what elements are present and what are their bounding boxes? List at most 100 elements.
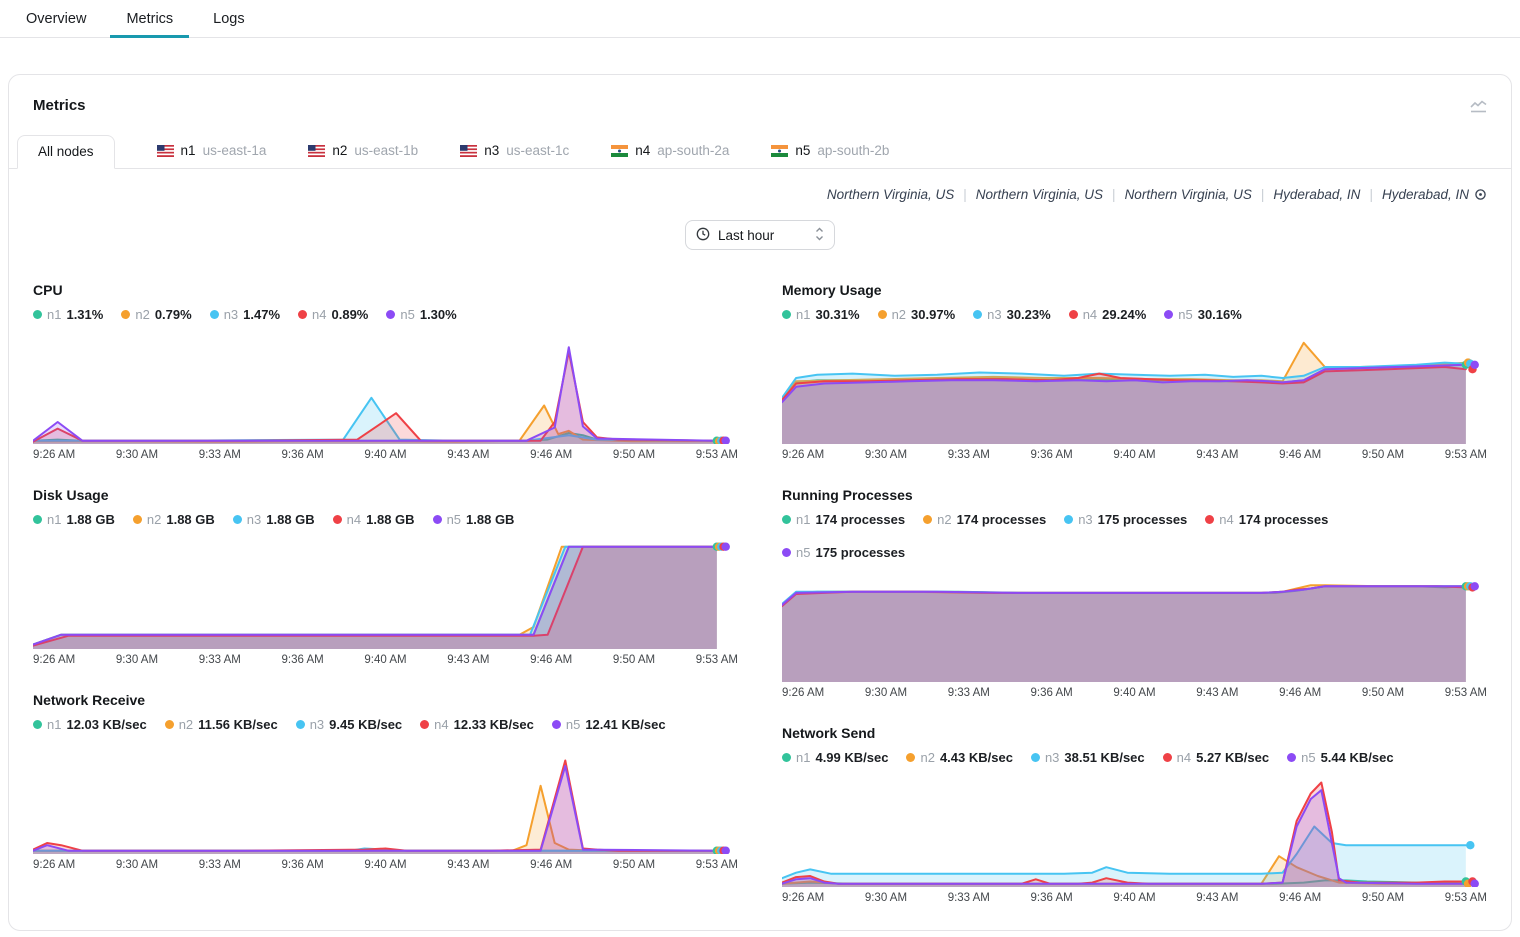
x-tick-label: 9:40 AM <box>364 654 407 666</box>
chart-memory-usage: Memory Usage n1 30.31% n2 30.97% n3 30.23% n4 2… <box>782 282 1487 461</box>
us-flag-icon <box>308 144 326 157</box>
legend-value: 11.56 KB/sec <box>198 717 278 732</box>
area-chart-icon <box>1470 99 1487 119</box>
legend-value: 30.16% <box>1197 307 1242 322</box>
legend-node-label: n3 <box>1078 512 1093 527</box>
time-range-select[interactable]: Last hour <box>685 220 835 250</box>
legend-item: n1 1.31% <box>33 307 103 322</box>
x-tick-label: 9:46 AM <box>530 449 573 461</box>
legend-value: 1.31% <box>66 307 104 322</box>
chart-legend: n1 174 processes n2 174 processes n3 175 proc… <box>782 512 1487 560</box>
tab-node-n3[interactable]: n3 us-east-1c <box>460 135 569 168</box>
legend-item: n2 174 processes <box>923 512 1046 527</box>
x-tick-label: 9:46 AM <box>1279 687 1322 699</box>
legend-value: 175 processes <box>1097 512 1188 527</box>
legend-dot <box>386 310 396 319</box>
legend-item: n3 1.47% <box>209 307 280 322</box>
tab-all-nodes[interactable]: All nodes <box>17 135 115 169</box>
x-tick-label: 9:30 AM <box>115 859 159 871</box>
tab-node-n2[interactable]: n2 us-east-1b <box>308 135 418 168</box>
location-separator: | <box>1112 187 1116 202</box>
legend-value: 30.97% <box>911 307 956 322</box>
charts-left-column: CPU n1 1.31% n2 0.79% n3 1.47% n4 0.89% n5 1.30% … <box>33 256 738 904</box>
node-name: n5 <box>795 143 811 158</box>
x-tick-label: 9:30 AM <box>864 687 908 699</box>
legend-node-label: n1 <box>796 512 811 527</box>
chart-legend: n1 1.88 GB n2 1.88 GB n3 1.88 GB n4 1.88 GB n5 1.… <box>33 512 738 527</box>
x-tick-label: 9:26 AM <box>33 449 76 461</box>
legend-node-label: n2 <box>891 307 907 322</box>
location-label: Hyderabad, IN <box>1273 187 1361 202</box>
x-tick-label: 9:40 AM <box>1113 449 1156 461</box>
x-tick-label: 9:43 AM <box>1196 687 1239 699</box>
time-range-value: Last hour <box>718 227 775 243</box>
x-tick-label: 9:30 AM <box>864 892 908 904</box>
x-tick-label: 9:53 AM <box>1444 687 1487 699</box>
x-tick-label: 9:43 AM <box>447 859 490 871</box>
legend-item: n5 175 processes <box>782 545 905 560</box>
charts-right-column: Memory Usage n1 30.31% n2 30.97% n3 30.23% n4 2… <box>782 256 1487 904</box>
legend-dot <box>33 515 42 524</box>
legend-value: 1.88 GB <box>366 512 415 527</box>
chart-plot <box>782 334 1487 444</box>
x-axis: 9:26 AM 9:30 AM 9:33 AM 9:36 AM 9:40 AM 9:43 … <box>33 859 738 871</box>
legend-dot <box>298 310 308 319</box>
location-label: Northern Virginia, US <box>975 187 1104 202</box>
tab-logs[interactable]: Logs <box>213 11 245 27</box>
legend-item: n3 30.23% <box>973 307 1051 322</box>
legend-dot <box>877 310 887 319</box>
card-title: Metrics <box>33 97 86 114</box>
legend-dot <box>33 310 42 319</box>
tab-node-n4[interactable]: n4 ap-south-2a <box>611 135 729 168</box>
charts-grid: CPU n1 1.31% n2 0.79% n3 1.47% n4 0.89% n5 1.30% … <box>9 250 1511 904</box>
legend-node-label: n4 <box>434 717 449 732</box>
legend-node-label: n2 <box>920 750 935 765</box>
x-tick-label: 9:43 AM <box>1196 449 1239 461</box>
legend-node-label: n1 <box>47 512 62 527</box>
legend-item: n1 174 processes <box>782 512 905 527</box>
legend-node-label: n3 <box>309 717 325 732</box>
legend-node-label: n3 <box>987 307 1002 322</box>
legend-dot <box>782 515 791 524</box>
chart-title: CPU <box>33 282 63 298</box>
legend-dot <box>551 720 561 729</box>
legend-item: n1 1.88 GB <box>33 512 115 527</box>
legend-node-label: n5 <box>400 307 415 322</box>
location-separator: | <box>1260 187 1265 202</box>
chart-cpu: CPU n1 1.31% n2 0.79% n3 1.47% n4 0.89% n5 1.30% … <box>33 282 738 461</box>
legend-item: n5 5.44 KB/sec <box>1287 750 1394 765</box>
x-tick-label: 9:50 AM <box>1361 687 1405 699</box>
legend-node-label: n1 <box>47 307 62 322</box>
legend-value: 9.45 KB/sec <box>329 717 403 732</box>
chart-plot <box>33 539 738 649</box>
x-tick-label: 9:53 AM <box>1444 449 1487 461</box>
x-tick-label: 9:33 AM <box>198 654 241 666</box>
tab-node-n1[interactable]: n1 us-east-1a <box>156 135 266 168</box>
legend-dot <box>121 310 131 319</box>
x-tick-label: 9:46 AM <box>1279 892 1322 904</box>
legend-item: n2 30.97% <box>877 307 956 322</box>
legend-item: n1 12.03 KB/sec <box>33 717 147 732</box>
legend-value: 30.31% <box>815 307 860 322</box>
chart-title: Network Send <box>782 725 876 741</box>
x-tick-label: 9:26 AM <box>782 449 825 461</box>
tab-node-n5[interactable]: n5 ap-south-2b <box>771 135 889 168</box>
chart-legend: n1 1.31% n2 0.79% n3 1.47% n4 0.89% n5 1.30% <box>33 307 738 322</box>
chart-plot <box>782 777 1487 887</box>
chart-legend: n1 12.03 KB/sec n2 11.56 KB/sec n3 9.45 KB/se… <box>33 717 738 732</box>
x-tick-label: 9:43 AM <box>1196 892 1239 904</box>
x-axis: 9:26 AM 9:30 AM 9:33 AM 9:36 AM 9:40 AM 9:43 … <box>33 654 738 666</box>
x-tick-label: 9:30 AM <box>864 449 908 461</box>
node-name: n1 <box>180 143 196 158</box>
legend-dot <box>33 720 42 729</box>
legend-value: 1.88 GB <box>466 512 515 527</box>
tab-metrics[interactable]: Metrics <box>110 0 189 38</box>
tab-overview[interactable]: Overview <box>26 11 87 27</box>
x-tick-label: 9:33 AM <box>947 687 990 699</box>
x-tick-label: 9:50 AM <box>1361 449 1405 461</box>
x-tick-label: 9:36 AM <box>281 859 324 871</box>
legend-item: n3 175 processes <box>1064 512 1187 527</box>
legend-node-label: n5 <box>565 717 581 732</box>
legend-item: n2 11.56 KB/sec <box>164 717 278 732</box>
x-tick-label: 9:43 AM <box>447 654 490 666</box>
